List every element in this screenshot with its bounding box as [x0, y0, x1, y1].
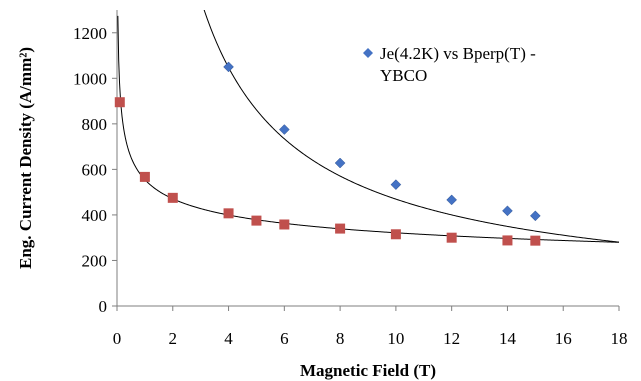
y-tick-label: 600 [82, 160, 108, 179]
legend-entry-line1: Je(4.2K) vs Bperp(T) - [380, 44, 536, 63]
x-tick-label: 2 [169, 329, 178, 348]
data-point-square [223, 208, 234, 219]
data-point-square [167, 192, 178, 203]
y-tick-label: 1000 [73, 69, 107, 88]
data-point-diamond [223, 61, 234, 73]
legend-entry-line2: YBCO [380, 66, 427, 85]
x-tick-label: 12 [443, 329, 460, 348]
data-point-square [279, 219, 290, 230]
x-tick-label: 18 [611, 329, 628, 348]
data-point-square [390, 229, 401, 240]
data-point-square [114, 97, 125, 108]
x-tick-label: 6 [280, 329, 289, 348]
data-point-square [251, 215, 262, 226]
data-point-diamond [334, 157, 346, 169]
data-point-square [530, 235, 541, 246]
data-point-diamond [390, 179, 402, 190]
data-point-diamond [502, 205, 513, 217]
data-point-diamond [278, 124, 290, 135]
x-axis-label: Magnetic Field (T) [300, 361, 436, 380]
data-point-square [502, 235, 513, 246]
data-point-square [139, 171, 150, 182]
y-tick-label: 400 [82, 206, 108, 225]
trendline-0 [203, 10, 619, 243]
data-point-diamond [446, 194, 458, 206]
x-tick-label: 8 [336, 329, 345, 348]
y-tick-label: 1200 [73, 24, 107, 43]
plot-area [116, 10, 619, 307]
legend: Je(4.2K) vs Bperp(T) - YBCO [363, 44, 536, 85]
trendlines [117, 10, 619, 243]
legend-marker-diamond [363, 48, 373, 58]
y-tick-label: 0 [99, 297, 108, 316]
x-tick-label: 4 [224, 329, 233, 348]
y-ticks: 0 200 400 600 800 1000 1200 [73, 24, 117, 316]
x-tick-label: 14 [499, 329, 517, 348]
y-tick-label: 800 [82, 115, 108, 134]
x-tick-label: 16 [555, 329, 572, 348]
x-ticks: 0 2 4 6 8 10 12 14 16 18 [113, 306, 628, 348]
data-point-square [335, 223, 346, 234]
x-tick-label: 0 [113, 329, 122, 348]
data-points [114, 61, 541, 246]
data-point-diamond [529, 210, 541, 222]
y-axis-label: Eng. Current Density (A/mm²) [16, 47, 35, 269]
data-point-square [446, 232, 457, 243]
y-tick-label: 200 [82, 251, 108, 270]
x-tick-label: 10 [387, 329, 404, 348]
